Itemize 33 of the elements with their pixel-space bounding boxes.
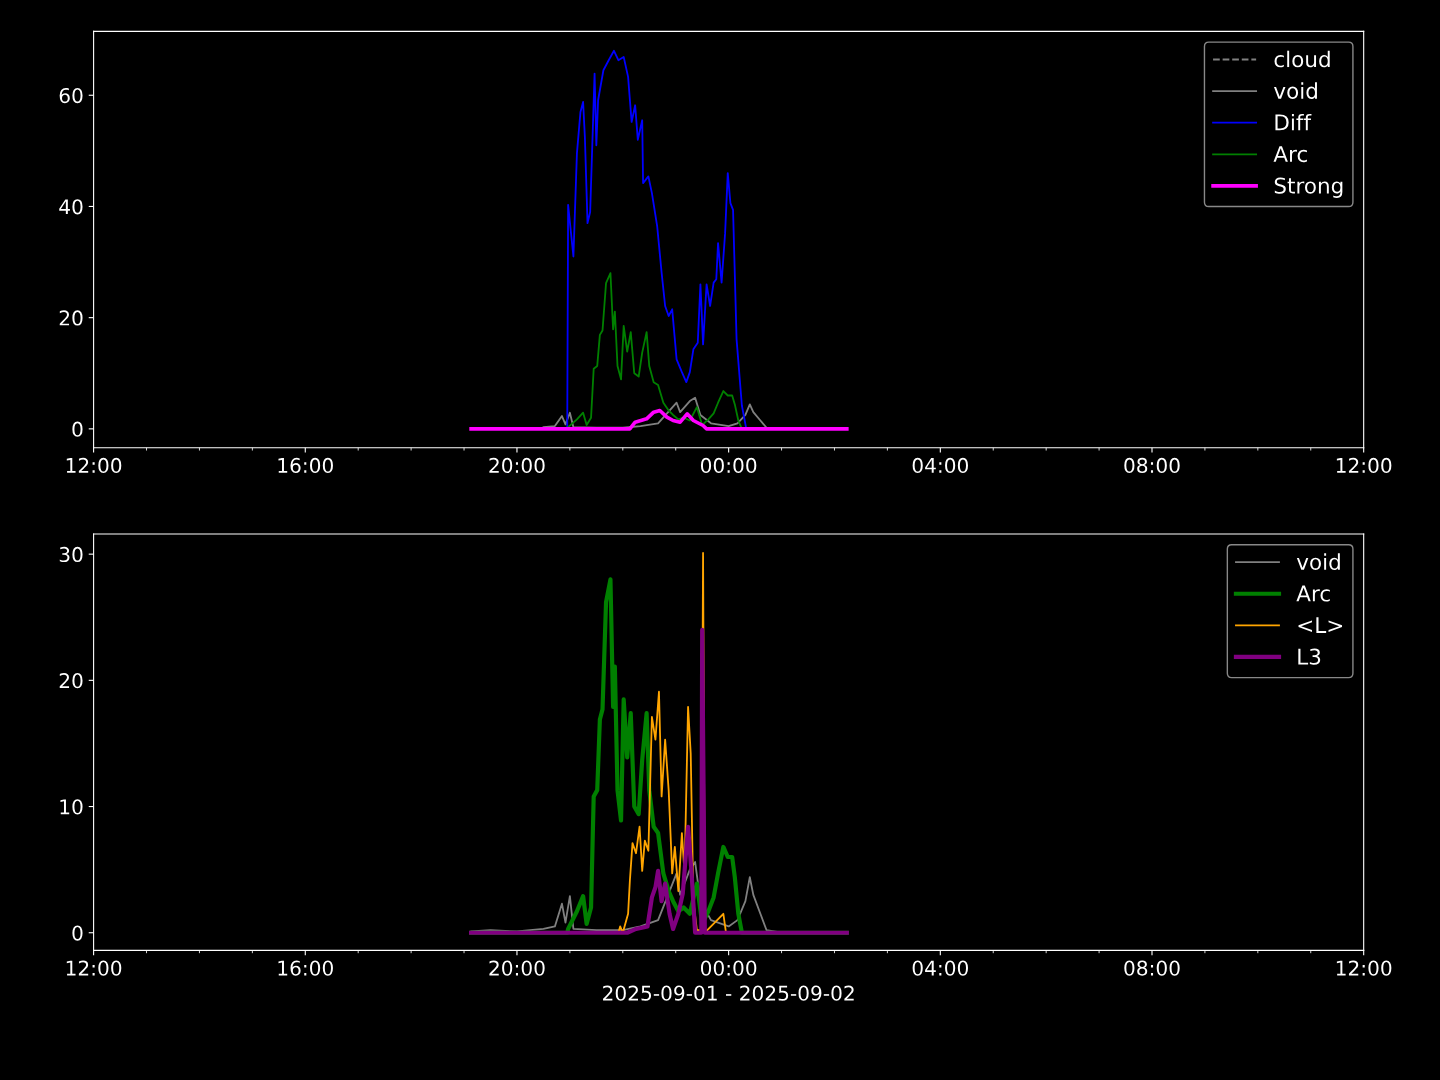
y-tick-label: 10 xyxy=(60,799,83,815)
x-tick-label: 04:00 xyxy=(912,457,968,474)
y-tick-label: 60 xyxy=(59,87,83,104)
y-tick-label: 40 xyxy=(59,199,83,215)
x-tick-label: 12:00 xyxy=(66,457,122,474)
x-tick-label: 20:00 xyxy=(489,960,545,976)
legend-label: <L> xyxy=(1298,617,1343,633)
y-tick-label: 0 xyxy=(72,925,83,941)
legend-label: Diff xyxy=(1275,113,1312,131)
y-tick-label: 20 xyxy=(59,673,83,689)
legend-label: void xyxy=(1296,553,1340,570)
legend-label: Strong xyxy=(1274,177,1343,198)
x-tick-label: 12:00 xyxy=(1336,960,1392,976)
x-axis-title: 2025-09-01 - 2025-09-02 xyxy=(603,985,854,1001)
x-tick-label: 20:00 xyxy=(489,457,545,474)
legend-label: Arc xyxy=(1296,585,1330,602)
x-tick-label: 16:00 xyxy=(278,960,333,976)
x-tick-label: 12:00 xyxy=(66,960,122,976)
line-series xyxy=(469,408,849,431)
x-tick-label: 04:00 xyxy=(912,960,968,976)
x-tick-label: 00:00 xyxy=(700,457,757,474)
y-tick-label: 30 xyxy=(59,546,83,563)
y-tick-label: 20 xyxy=(59,310,83,326)
legend-label: void xyxy=(1273,82,1317,99)
x-tick-label: 12:00 xyxy=(1336,457,1392,474)
y-tick-label: 0 xyxy=(72,421,83,437)
x-tick-label: 16:00 xyxy=(278,457,333,474)
x-tick-label: 00:00 xyxy=(700,960,757,976)
legend-label: Arc xyxy=(1273,146,1307,163)
legend-label: L3 xyxy=(1298,648,1321,665)
x-tick-label: 08:00 xyxy=(1124,960,1180,976)
x-tick-label: 08:00 xyxy=(1124,457,1180,474)
legend-label: cloud xyxy=(1274,50,1330,68)
